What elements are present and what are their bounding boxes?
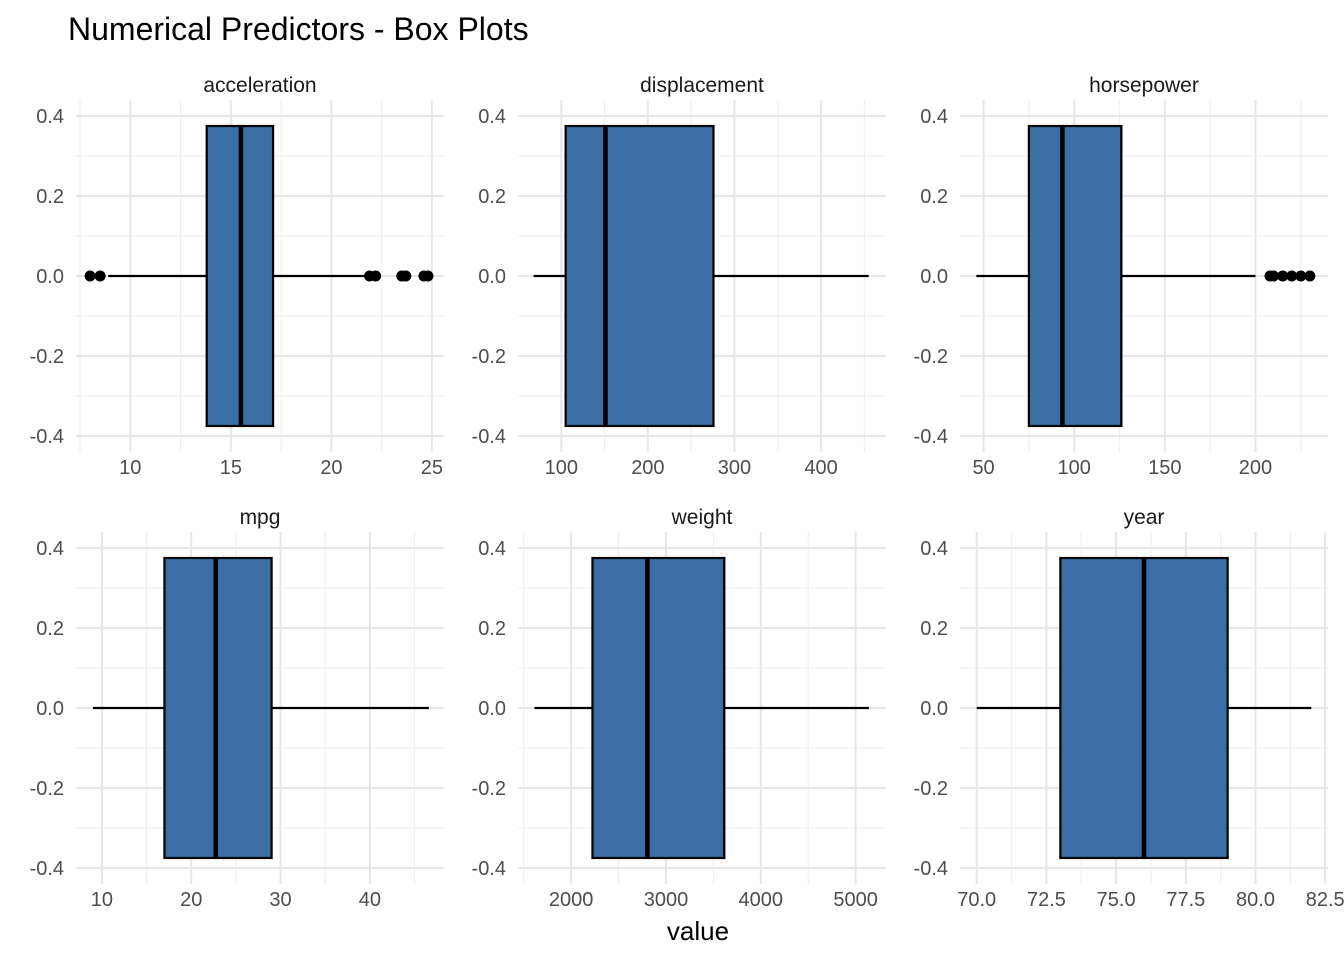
y-tick-label: 0.4 <box>478 106 506 128</box>
y-tick-label: 0.2 <box>920 618 948 640</box>
chart-title: Numerical Predictors - Box Plots <box>68 11 529 47</box>
y-tick-label: 0.2 <box>920 186 948 208</box>
x-tick-label: 15 <box>220 457 242 479</box>
facet-acceleration: acceleration -0.4 -0.2 0.0 0.2 0.4 10 15 20 25 <box>30 74 444 479</box>
y-tick-label: -0.2 <box>30 346 64 368</box>
y-tick-label: -0.2 <box>914 778 948 800</box>
x-tick-label: 20 <box>180 889 202 911</box>
outlier-point <box>84 270 96 282</box>
x-tick-label: 10 <box>119 457 141 479</box>
outlier-point <box>1268 270 1280 282</box>
outlier-point <box>94 270 106 282</box>
outlier-point <box>422 270 434 282</box>
x-tick-label: 5000 <box>833 889 878 911</box>
y-tick-label: -0.4 <box>30 858 64 880</box>
facet-label: year <box>1124 506 1165 529</box>
x-tick-label: 20 <box>320 457 342 479</box>
facet-mpg: mpg -0.4 -0.2 0.0 0.2 0.4 10 20 30 40 <box>30 506 444 911</box>
y-tick-label: 0.4 <box>36 106 64 128</box>
y-tick-label: 0.0 <box>920 698 948 720</box>
y-tick-label: 0.0 <box>36 698 64 720</box>
facet-year: year -0.4 -0.2 0.0 0.2 0.4 70.0 72.5 75.0 77.5 80.… <box>914 506 1344 911</box>
y-tick-label: 0.4 <box>478 538 506 560</box>
x-axis-title: value <box>667 916 729 946</box>
x-tick-label: 200 <box>631 457 664 479</box>
y-tick-label: 0.2 <box>36 618 64 640</box>
x-tick-label: 100 <box>545 457 578 479</box>
facet-label: acceleration <box>203 74 316 97</box>
y-tick-label: 0.2 <box>478 618 506 640</box>
facet-horsepower: horsepower -0.4 -0.2 0.0 0.2 0.4 50 100 150 200 <box>914 74 1328 479</box>
facet-weight: weight -0.4 -0.2 0.0 0.2 0.4 2000 3000 4000 5000 <box>472 506 886 911</box>
x-tick-label: 40 <box>359 889 381 911</box>
outlier-point <box>1295 270 1307 282</box>
y-tick-label: 0.0 <box>920 266 948 288</box>
y-tick-label: 0.0 <box>478 266 506 288</box>
facet-displacement: displacement -0.4 -0.2 0.0 0.2 0.4 100 200 300 40… <box>472 74 886 479</box>
y-tick-label: 0.4 <box>36 538 64 560</box>
x-tick-label: 80.0 <box>1236 889 1275 911</box>
box-iqr <box>1027 124 1123 428</box>
x-tick-label: 25 <box>421 457 443 479</box>
y-tick-label: -0.2 <box>30 778 64 800</box>
y-tick-label: -0.2 <box>472 346 506 368</box>
y-tick-label: 0.2 <box>478 186 506 208</box>
x-tick-label: 3000 <box>644 889 689 911</box>
facet-label: weight <box>671 506 733 529</box>
x-tick-label: 400 <box>804 457 837 479</box>
x-tick-label: 77.5 <box>1166 889 1205 911</box>
x-tick-label: 200 <box>1239 457 1272 479</box>
box-iqr <box>591 556 726 860</box>
y-tick-label: -0.2 <box>914 346 948 368</box>
x-tick-label: 70.0 <box>957 889 996 911</box>
y-tick-label: 0.2 <box>36 186 64 208</box>
x-tick-label: 50 <box>972 457 994 479</box>
x-tick-label: 82.5 <box>1306 889 1344 911</box>
x-tick-label: 2000 <box>549 889 594 911</box>
x-tick-label: 150 <box>1148 457 1181 479</box>
facet-label: mpg <box>240 506 281 529</box>
facet-label: horsepower <box>1089 74 1199 97</box>
outlier-point <box>1277 270 1289 282</box>
facets-layer: acceleration -0.4 -0.2 0.0 0.2 0.4 10 15 20 25 dis… <box>30 74 1344 911</box>
y-tick-label: -0.4 <box>472 426 506 448</box>
x-tick-label: 30 <box>269 889 291 911</box>
x-tick-label: 75.0 <box>1097 889 1136 911</box>
y-tick-label: -0.4 <box>30 426 64 448</box>
x-tick-label: 10 <box>91 889 113 911</box>
facet-label: displacement <box>640 74 764 97</box>
x-tick-label: 300 <box>718 457 751 479</box>
y-tick-label: 0.0 <box>478 698 506 720</box>
y-tick-label: -0.4 <box>914 426 948 448</box>
outlier-point <box>1286 270 1298 282</box>
x-tick-label: 4000 <box>739 889 784 911</box>
x-tick-label: 72.5 <box>1027 889 1066 911</box>
y-tick-label: 0.4 <box>920 106 948 128</box>
y-tick-label: 0.4 <box>920 538 948 560</box>
outlier-point <box>370 270 382 282</box>
y-tick-label: -0.4 <box>914 858 948 880</box>
y-tick-label: -0.4 <box>472 858 506 880</box>
outlier-point <box>1304 270 1316 282</box>
x-tick-label: 100 <box>1058 457 1091 479</box>
outlier-point <box>400 270 412 282</box>
y-tick-label: -0.2 <box>472 778 506 800</box>
box-iqr <box>564 124 715 428</box>
y-tick-label: 0.0 <box>36 266 64 288</box>
